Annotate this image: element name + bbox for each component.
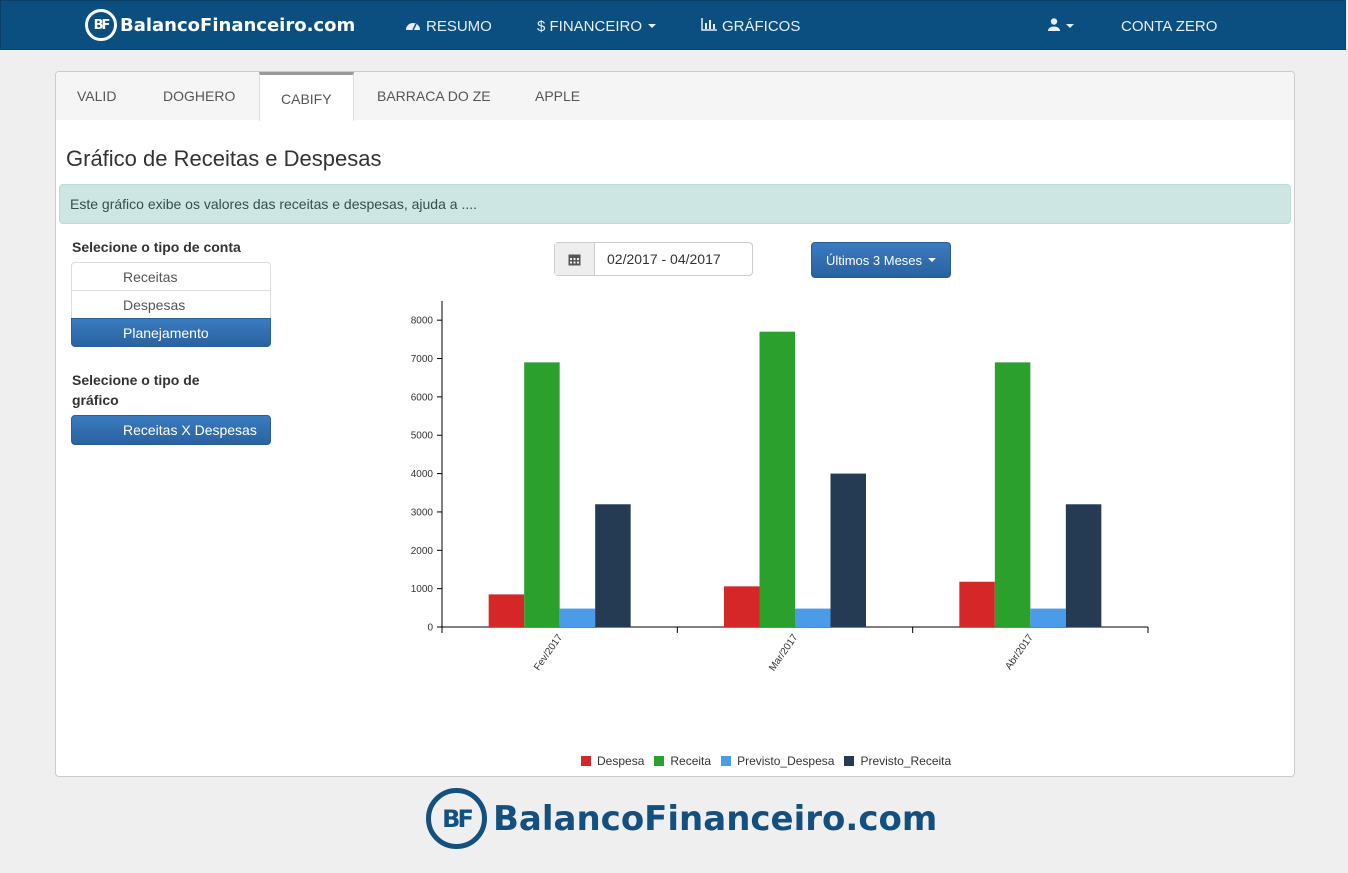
account-name[interactable]: CONTA ZERO [1121, 17, 1218, 35]
bar-previsto-receita [1065, 504, 1102, 627]
bar-chart: 0 1000 2000 3000 4000 5000 6000 7000 8000 Fev/201… [411, 301, 1149, 673]
account-type-label: Selecione o tipo de conta [72, 239, 241, 255]
tab-apple[interactable]: APPLE [535, 88, 581, 104]
legend-item-previsto-despesa[interactable]: Previsto_Despesa [721, 754, 834, 768]
bar-chart-icon [701, 18, 717, 34]
account-type-list: Receitas Despesas Planejamento [71, 262, 271, 347]
period-label: Últimos 3 Meses [825, 252, 923, 268]
legend-item-despesa[interactable]: Despesa [581, 754, 644, 768]
nav-graficos-label: GRÁFICOS [722, 17, 801, 35]
legend-swatch [844, 756, 855, 766]
footer-logo: BF BalancoFinanceiro.com [426, 788, 937, 849]
bar-previsto-receita [595, 504, 631, 627]
nav-graficos[interactable]: GRÁFICOS [701, 1, 800, 51]
x-tick-label: Mar/2017 [767, 632, 800, 673]
chart-type-label: Selecione o tipo de gráfico [72, 370, 200, 410]
chart-legend: Despesa Receita Previsto_Despesa Previst… [581, 754, 961, 768]
dashboard-icon [405, 19, 421, 34]
company-tabs: VALID DOGHERO CABIFY BARRACA DO ZE APPLE [56, 72, 1294, 121]
footer-brand-name: BalancoFinanceiro.com [493, 798, 938, 839]
x-tick-label: Fev/2017 [532, 632, 565, 673]
info-alert: Este gráfico exibe os valores das receit… [59, 184, 1291, 224]
user-menu[interactable] [1048, 1, 1074, 51]
bar-despesa [488, 594, 525, 627]
legend-swatch [654, 756, 665, 766]
x-tick-label: Abr/2017 [1003, 632, 1036, 672]
y-tick-label: 2000 [411, 546, 434, 557]
y-tick-label: 3000 [411, 507, 434, 518]
chevron-down-icon [1066, 24, 1074, 28]
y-tick-label: 6000 [411, 392, 434, 403]
tab-valid[interactable]: VALID [77, 88, 117, 104]
bar-receita [759, 331, 795, 627]
bar-receita [994, 362, 1031, 627]
legend-swatch [581, 756, 591, 766]
nav-resumo-label: RESUMO [426, 17, 492, 35]
page-title: Gráfico de Receitas e Despesas [66, 146, 382, 171]
user-icon [1048, 17, 1060, 35]
y-tick-label: 0 [427, 623, 433, 634]
account-type-receitas[interactable]: Receitas [71, 262, 271, 291]
legend-item-previsto-receita[interactable]: Previsto_Receita [844, 754, 951, 768]
legend-label: Despesa [597, 754, 645, 768]
y-tick-label: 1000 [411, 584, 434, 595]
bar-despesa [959, 581, 995, 627]
bar-previsto-despesa [795, 608, 831, 627]
chart-type-button[interactable]: Receitas X Despesas [71, 415, 271, 445]
info-text: Este gráfico exibe os valores das receit… [70, 196, 478, 212]
brand-mark-icon: BF [85, 9, 117, 41]
bar-despesa [724, 586, 760, 627]
y-tick-label: 7000 [411, 354, 434, 365]
brand-logo[interactable]: BF BalancoFinanceiro.com [85, 9, 355, 41]
bar-receita [524, 362, 560, 627]
account-type-planejamento[interactable]: Planejamento [71, 318, 271, 347]
nav-resumo[interactable]: RESUMO [405, 1, 492, 51]
calendar-icon[interactable] [555, 243, 595, 275]
legend-label: Previsto_Receita [860, 754, 952, 768]
tab-barraca-do-ze[interactable]: BARRACA DO ZE [377, 88, 491, 104]
top-navbar: BF BalancoFinanceiro.com RESUMO $ FINANC… [0, 0, 1346, 50]
nav-financeiro[interactable]: $ FINANCEIRO [537, 1, 657, 51]
main-panel: VALID DOGHERO CABIFY BARRACA DO ZE APPLE… [55, 71, 1295, 777]
y-tick-label: 4000 [411, 469, 434, 480]
y-tick-label: 5000 [411, 431, 434, 442]
bar-previsto-despesa [1030, 608, 1066, 627]
nav-financeiro-label: $ FINANCEIRO [537, 17, 643, 35]
bar-previsto-despesa [559, 608, 596, 627]
date-range-picker[interactable]: 02/2017 - 04/2017 [554, 242, 753, 276]
period-dropdown-button[interactable]: Últimos 3 Meses [811, 242, 951, 278]
legend-label: Previsto_Despesa [737, 754, 835, 768]
legend-item-receita[interactable]: Receita [654, 754, 711, 768]
tab-doghero[interactable]: DOGHERO [163, 88, 236, 104]
brand-name: BalancoFinanceiro.com [120, 14, 356, 36]
tab-cabify[interactable]: CABIFY [259, 72, 354, 121]
chart-type-label-line2: gráfico [72, 392, 119, 408]
legend-swatch [721, 756, 732, 766]
chart-type-label-line1: Selecione o tipo de [72, 372, 200, 388]
footer-brand-mark-icon: BF [426, 788, 487, 849]
bar-previsto-receita [830, 473, 866, 627]
legend-label: Receita [670, 754, 712, 768]
chevron-down-icon [648, 24, 657, 28]
date-range-input[interactable]: 02/2017 - 04/2017 [607, 251, 721, 267]
account-type-despesas[interactable]: Despesas [71, 290, 271, 319]
y-tick-label: 8000 [411, 316, 434, 327]
chevron-down-icon [928, 258, 937, 262]
